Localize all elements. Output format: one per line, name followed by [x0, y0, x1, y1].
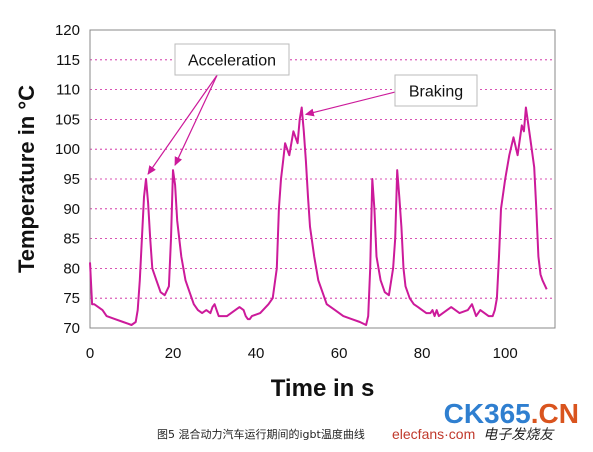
- annotation-label: Acceleration: [188, 53, 276, 70]
- gridlines: [90, 59, 555, 299]
- y-tick-label: 85: [63, 231, 80, 248]
- x-tick-label: 100: [493, 345, 518, 362]
- series-layer: [89, 106, 548, 326]
- y-tick-label: 80: [63, 260, 80, 277]
- annotation-box: [174, 43, 290, 76]
- y-tick-label: 120: [55, 22, 80, 39]
- annotation-label: Braking: [409, 84, 463, 101]
- annotation-box: [394, 74, 478, 107]
- y-tick-label: 95: [63, 171, 80, 188]
- y-tick-label: 75: [63, 290, 80, 307]
- annotations: Acceleration Braking: [147, 43, 478, 175]
- annotation-arrow: [147, 74, 218, 175]
- watermark-elecfans: elecfans·com 电子发烧友: [392, 424, 553, 444]
- x-tick-label: 80: [414, 345, 431, 362]
- watermark-brand-right: CN: [538, 398, 579, 429]
- y-tick-label: 70: [63, 320, 80, 337]
- annotation-arrow: [174, 74, 218, 166]
- figure-caption: 图5 混合动力汽车运行期间的igbt温度曲线: [157, 428, 365, 441]
- x-tick-label: 0: [86, 345, 94, 362]
- y-tick-label: 115: [56, 52, 80, 69]
- temperature-series-line: [89, 106, 548, 326]
- y-tick-label: 100: [55, 141, 80, 158]
- watermark-site-cn: 电子发烧友: [483, 426, 554, 442]
- x-tick-label: 40: [248, 345, 265, 362]
- watermark-brand-dot: .: [530, 398, 539, 429]
- annotation-arrow: [304, 91, 396, 117]
- x-axis-title: Time in s: [271, 375, 375, 402]
- y-tick-label: 105: [55, 111, 80, 128]
- y-tick-label: 90: [63, 201, 80, 218]
- y-tick-label: 110: [56, 82, 80, 99]
- watermark-site: elecfans·com: [392, 426, 476, 442]
- x-tick-label: 20: [165, 345, 182, 362]
- x-tick-label: 60: [331, 345, 348, 362]
- x-tick-labels: 0 20 40 60 80 100: [86, 345, 518, 362]
- y-axis-title: Temperature in °C: [14, 85, 39, 273]
- y-tick-labels: 70 75 80 85 90 95 100 105 110 115 120: [55, 22, 80, 337]
- watermark-ck365: CK365.CN: [444, 398, 579, 430]
- watermark-brand-left: CK365: [443, 398, 531, 429]
- plot-area-frame: [89, 29, 556, 329]
